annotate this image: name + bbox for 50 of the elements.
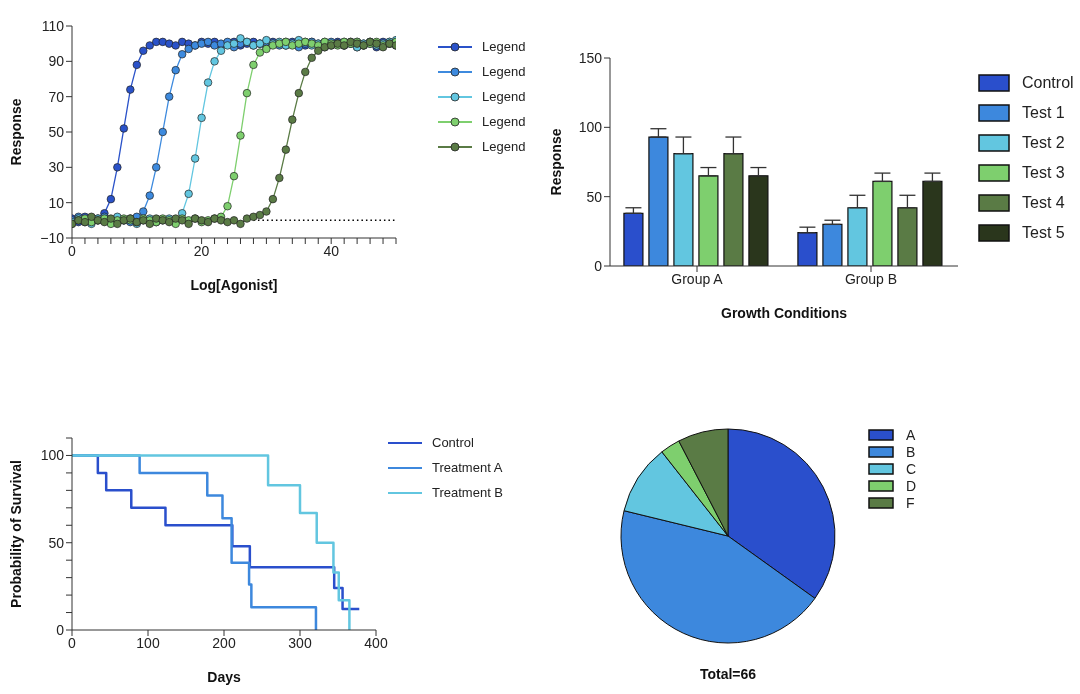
y-axis-title: Probability of Survival: [7, 460, 24, 608]
x-tick-label: 400: [364, 634, 388, 651]
y-tick-label: 70: [48, 88, 65, 105]
legend-label: Treatment A: [432, 460, 503, 475]
legend-label: B: [906, 443, 916, 460]
y-tick-label: 150: [578, 49, 603, 66]
legend-label: Control: [1022, 74, 1074, 92]
legend-label: Test 4: [1022, 194, 1065, 212]
y-tick-label: 100: [40, 447, 65, 464]
legend-label: Legend: [482, 39, 526, 54]
x-tick-label: 40: [323, 242, 340, 259]
y-axis-title: Response: [547, 128, 564, 196]
x-tick-label: 20: [193, 242, 210, 259]
x-tick-label: 300: [288, 634, 312, 651]
y-tick-label: 50: [48, 534, 65, 551]
legend-label: Legend: [482, 89, 526, 104]
legend-label: A: [906, 426, 916, 443]
legend-label: Legend: [482, 64, 526, 79]
x-tick-label: Group A: [671, 270, 724, 287]
legend-label: Legend: [482, 139, 526, 154]
y-tick-label: 30: [48, 159, 65, 176]
legend-label: D: [906, 477, 917, 494]
y-tick-label: 0: [56, 621, 65, 638]
legend-label: Test 1: [1022, 104, 1065, 122]
x-tick-label: 0: [68, 634, 77, 651]
y-tick-label: 100: [578, 119, 603, 136]
y-tick-label: 50: [48, 123, 65, 140]
y-axis-title: Response: [7, 98, 24, 166]
x-tick-label: 0: [68, 242, 77, 259]
legend-label: Treatment B: [432, 485, 504, 500]
y-tick-label: −10: [40, 229, 65, 246]
legend-label: F: [906, 494, 915, 511]
y-tick-label: 50: [586, 188, 603, 205]
y-tick-label: 0: [594, 257, 603, 274]
legend-label: Legend: [482, 114, 526, 129]
legend-label: Test 2: [1022, 134, 1065, 152]
legend-label: Control: [432, 435, 474, 450]
x-tick-label: 100: [136, 634, 160, 651]
legend-label: Test 5: [1022, 224, 1065, 242]
y-tick-label: 90: [48, 53, 65, 70]
x-tick-label: 200: [212, 634, 236, 651]
x-axis-title: Growth Conditions: [721, 305, 848, 321]
text: Total=66: [698, 666, 758, 682]
x-tick-label: Group B: [844, 270, 898, 287]
y-tick-label: 10: [48, 194, 65, 211]
legend-label: Test 3: [1022, 164, 1065, 182]
x-axis-title: Days: [207, 669, 241, 685]
y-tick-label: 110: [41, 17, 65, 34]
x-axis-title: Log[Agonist]: [190, 277, 278, 293]
legend-label: C: [906, 460, 917, 477]
